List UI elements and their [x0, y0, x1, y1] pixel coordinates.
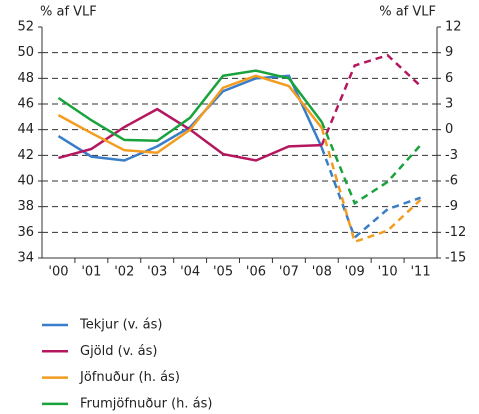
y-tick-label: 40: [17, 174, 34, 189]
series-line: [57, 74, 323, 155]
y2-tick-label: -12: [445, 225, 466, 240]
x-tick-label: '06: [246, 265, 266, 280]
y-tick-label: 36: [17, 225, 34, 240]
legend-label: Jöfnuður (h. ás): [79, 370, 180, 385]
y-tick-label: 38: [17, 199, 34, 214]
x-tick-label: '00: [48, 265, 68, 280]
y2-tick-label: -3: [445, 148, 458, 163]
x-tick-label: '03: [147, 265, 167, 280]
x-tick-label: '02: [114, 265, 134, 280]
x-tick-label: '11: [410, 265, 430, 280]
y2-tick-label: -6: [445, 174, 458, 189]
series-line: [320, 127, 422, 244]
y2-tick-label: 3: [445, 97, 453, 112]
y-tick-label: 50: [17, 45, 34, 60]
legend-label: Gjöld (v. ás): [80, 344, 157, 359]
series-line: [57, 69, 323, 143]
y-tick-label: 52: [17, 20, 34, 35]
y-tick-label: 48: [17, 71, 34, 86]
series-line: [320, 121, 422, 206]
x-tick-label: '04: [180, 265, 200, 280]
y2-tick-label: -15: [445, 251, 466, 266]
x-tick-label: '01: [81, 265, 101, 280]
legend-label: Frumjöfnuður (h. ás): [80, 396, 212, 411]
y-tick-label: 46: [17, 97, 34, 112]
series-line: [320, 53, 422, 146]
y2-tick-label: -9: [445, 199, 458, 214]
y2-tick-label: 0: [445, 122, 453, 137]
x-tick-label: '05: [213, 265, 233, 280]
y-tick-label: 44: [17, 122, 34, 137]
series-line: [320, 147, 421, 240]
y-axis-label: % af VLF: [40, 5, 97, 20]
y-tick-label: 34: [17, 251, 34, 266]
y2-tick-label: 12: [445, 20, 462, 35]
y2-tick-label: 6: [445, 71, 453, 86]
x-tick-label: '08: [312, 265, 332, 280]
y2-axis-label: % af VLF: [379, 5, 436, 20]
x-tick-label: '10: [378, 265, 398, 280]
y2-tick-label: 9: [445, 45, 453, 60]
x-tick-label: '07: [279, 265, 299, 280]
x-tick-label: '09: [345, 265, 365, 280]
legend-label: Tekjur (v. ás): [79, 318, 162, 333]
y-tick-label: 42: [17, 148, 34, 163]
